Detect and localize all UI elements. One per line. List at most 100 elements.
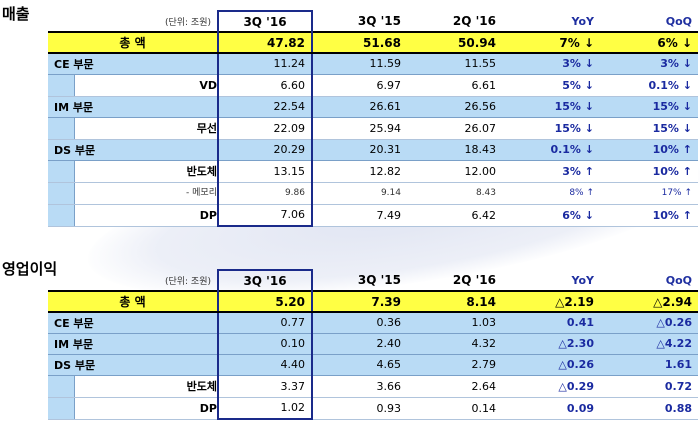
cell-yoy: 6% ↓ [502,204,600,227]
cell-qoq: △4.22 [600,333,698,355]
row-label: 반도체 [74,160,217,182]
row-label-cell: VD [48,74,218,97]
cell-3q16: 7.06 [217,204,313,227]
row-label: CE 부문 [48,312,218,334]
row-label: 총 액 [48,290,218,313]
row-label: IM 부문 [48,333,218,355]
cell-qoq: 6% ↓ [600,31,698,54]
cell-yoy: 0.41 [502,312,600,334]
cell-3q16: 22.54 [217,96,313,118]
cell-yoy: 0.1% ↓ [502,139,600,161]
op-header-row: (단위: 조원) 3Q '16 3Q '15 2Q '16 YoY QoQ [48,269,698,291]
sales-header-row: (단위: 조원) 3Q '16 3Q '15 2Q '16 YoY QoQ [48,10,698,32]
cell-3q15: 7.39 [312,290,407,313]
table-row: IM 부문 22.54 26.61 26.56 15% ↓ 15% ↓ [48,96,698,118]
cell-3q16: 1.02 [217,397,313,420]
cell-3q16: 20.29 [217,139,313,161]
cell-qoq: 15% ↓ [600,96,698,118]
cell-2q16: 26.07 [407,117,502,140]
cell-yoy: 8% ↑ [502,182,600,205]
cell-3q15: 12.82 [312,160,407,183]
cell-3q15: 25.94 [312,117,407,140]
cell-2q16: 8.43 [407,182,502,205]
cell-yoy: 5% ↓ [502,74,600,97]
row-label: IM 부문 [48,96,218,118]
cell-yoy: △2.19 [502,290,600,313]
row-label: 반도체 [74,375,217,397]
row-label: DP [74,397,217,419]
row-label: 무선 [74,117,217,139]
cell-yoy: 15% ↓ [502,96,600,118]
cell-3q15: 51.68 [312,31,407,54]
cell-3q15: 11.59 [312,53,407,75]
cell-3q15: 9.14 [312,182,407,205]
total-row: 총 액 47.82 51.68 50.94 7% ↓ 6% ↓ [48,31,698,54]
cell-2q16: 6.61 [407,74,502,97]
cell-3q15: 26.61 [312,96,407,118]
table-row: 무선 22.09 25.94 26.07 15% ↓ 15% ↓ [48,117,698,140]
table-row: VD 6.60 6.97 6.61 5% ↓ 0.1% ↓ [48,74,698,97]
cell-3q15: 3.66 [312,375,407,398]
cell-yoy: △0.29 [502,375,600,398]
table-row: DP 7.06 7.49 6.42 6% ↓ 10% ↑ [48,204,698,227]
op-table: (단위: 조원) 3Q '16 3Q '15 2Q '16 YoY QoQ 총 … [48,269,698,420]
cell-3q15: 0.36 [312,312,407,334]
cell-2q16: 50.94 [407,31,502,54]
cell-2q16: 12.00 [407,160,502,183]
row-label-cell: DP [48,397,218,420]
cell-3q15: 4.65 [312,354,407,376]
cell-2q16: 2.79 [407,354,502,376]
unit-label: (단위: 조원) [164,17,211,28]
cell-3q15: 2.40 [312,333,407,355]
cell-qoq: 0.72 [600,375,698,398]
cell-2q16: 0.14 [407,397,502,420]
cell-3q16: 4.40 [217,354,313,376]
row-label: CE 부문 [48,53,218,75]
col-header-yoy: YoY [571,273,594,287]
col-header-3q15: 3Q '15 [357,273,401,287]
total-row: 총 액 5.20 7.39 8.14 △2.19 △2.94 [48,290,698,313]
col-header-yoy: YoY [571,14,594,28]
cell-3q16: 3.37 [217,375,313,398]
cell-qoq: 1.61 [600,354,698,376]
row-label: 총 액 [48,31,218,54]
cell-qoq: 3% ↓ [600,53,698,75]
cell-yoy: △0.26 [502,354,600,376]
cell-3q16: 6.60 [217,74,313,97]
op-title: 영업이익 [2,260,58,278]
cell-3q16: 5.20 [217,290,313,313]
col-header-3q16: 3Q '16 [217,269,313,291]
row-label-cell: 무선 [48,117,218,140]
col-header-2q16: 2Q '16 [452,14,496,28]
table-row: CE 부문 0.77 0.36 1.03 0.41 △0.26 [48,312,698,334]
cell-qoq: 10% ↑ [600,160,698,183]
col-header-3q16: 3Q '16 [217,10,313,32]
row-label-cell: 반도체 [48,375,218,398]
table-row: 반도체 13.15 12.82 12.00 3% ↑ 10% ↑ [48,160,698,183]
table-row: DP 1.02 0.93 0.14 0.09 0.88 [48,397,698,420]
cell-yoy: 3% ↑ [502,160,600,183]
row-label: DS 부문 [48,354,218,376]
table-row: IM 부문 0.10 2.40 4.32 △2.30 △4.22 [48,333,698,355]
cell-3q15: 20.31 [312,139,407,161]
col-header-qoq: QoQ [665,273,692,287]
cell-qoq: 15% ↓ [600,117,698,140]
cell-2q16: 2.64 [407,375,502,398]
cell-yoy: 3% ↓ [502,53,600,75]
col-header-2q16: 2Q '16 [452,273,496,287]
cell-3q16: 47.82 [217,31,313,54]
cell-2q16: 18.43 [407,139,502,161]
cell-3q15: 6.97 [312,74,407,97]
cell-yoy: △2.30 [502,333,600,355]
cell-2q16: 1.03 [407,312,502,334]
row-label: VD [74,74,217,96]
cell-2q16: 26.56 [407,96,502,118]
sales-title: 매출 [2,5,30,23]
row-label-cell: 반도체 [48,160,218,183]
cell-2q16: 8.14 [407,290,502,313]
table-row: 반도체 3.37 3.66 2.64 △0.29 0.72 [48,375,698,398]
table-row: DS 부문 4.40 4.65 2.79 △0.26 1.61 [48,354,698,376]
unit-label: (단위: 조원) [164,276,211,287]
cell-yoy: 7% ↓ [502,31,600,54]
cell-3q16: 13.15 [217,160,313,183]
